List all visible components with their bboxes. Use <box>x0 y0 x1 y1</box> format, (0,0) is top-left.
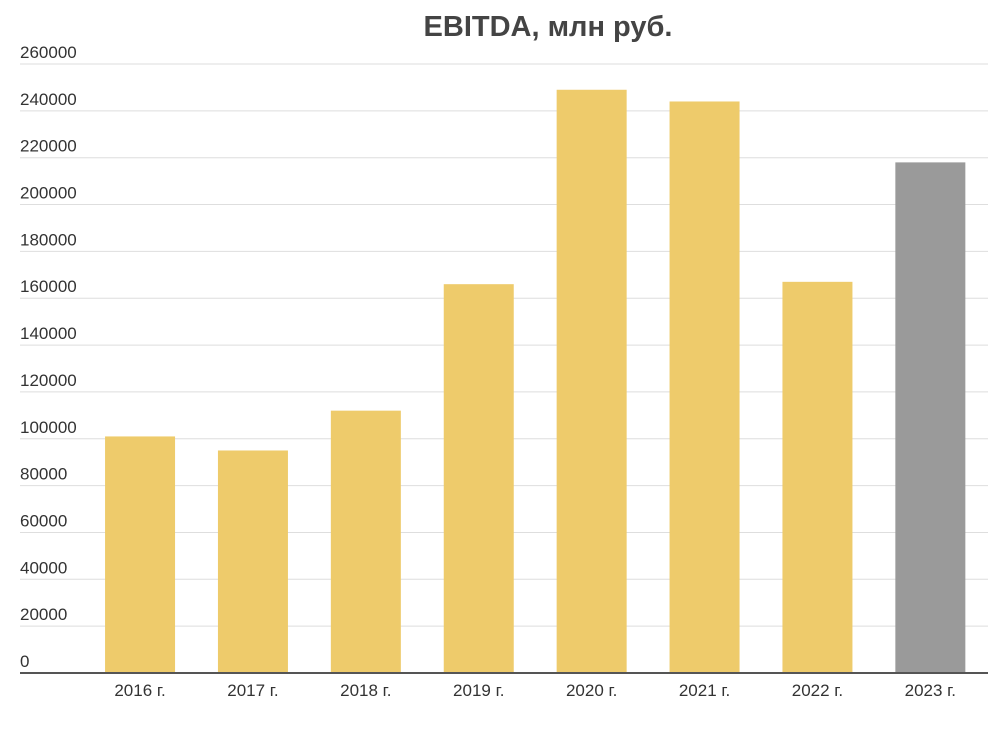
bar <box>895 162 966 673</box>
bar <box>217 450 288 673</box>
y-tick-label: 40000 <box>20 558 67 577</box>
bar <box>782 281 853 673</box>
y-tick-label: 160000 <box>20 277 77 296</box>
y-tick-label: 0 <box>20 652 29 671</box>
bar <box>330 410 401 673</box>
y-tick-label: 120000 <box>20 371 77 390</box>
chart-title: EBITDA, млн руб. <box>424 11 673 43</box>
y-tick-label: 80000 <box>20 465 67 484</box>
y-tick-label: 100000 <box>20 418 77 437</box>
y-tick-label: 60000 <box>20 511 67 530</box>
x-tick-label: 2023 г. <box>905 681 956 700</box>
y-tick-label: 180000 <box>20 230 77 249</box>
x-tick-label: 2020 г. <box>566 681 617 700</box>
bar <box>105 436 176 673</box>
y-tick-label: 240000 <box>20 90 77 109</box>
y-tick-label: 140000 <box>20 324 77 343</box>
y-tick-label: 20000 <box>20 605 67 624</box>
x-tick-label: 2016 г. <box>114 681 165 700</box>
x-tick-label: 2018 г. <box>340 681 391 700</box>
bar <box>556 89 627 673</box>
x-tick-label: 2017 г. <box>227 681 278 700</box>
y-tick-label: 220000 <box>20 137 77 156</box>
x-tick-label: 2019 г. <box>453 681 504 700</box>
bar <box>443 284 514 673</box>
y-tick-label: 260000 <box>20 43 77 62</box>
y-tick-label: 200000 <box>20 184 77 203</box>
x-tick-label: 2021 г. <box>679 681 730 700</box>
x-tick-label: 2022 г. <box>792 681 843 700</box>
bar <box>669 101 740 673</box>
